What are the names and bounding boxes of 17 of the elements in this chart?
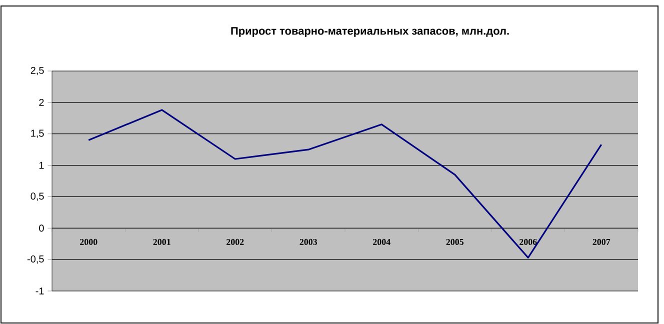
y-tick-label: 0 bbox=[39, 224, 44, 232]
x-tick-label: 2007 bbox=[592, 238, 610, 245]
y-tick-label: -0,5 bbox=[28, 255, 44, 264]
x-tick-label: 2000 bbox=[80, 238, 98, 245]
chart-title: Прирост товарно-материальных запасов, млн.дол. bbox=[231, 27, 509, 37]
x-tick-label: 2006 bbox=[520, 238, 537, 245]
x-tick-label: 2003 bbox=[300, 238, 318, 245]
x-tick-label: 2001 bbox=[153, 238, 170, 245]
x-tick-label: 2004 bbox=[373, 238, 390, 245]
y-tick-label: -1 bbox=[36, 288, 44, 294]
y-tick-label: 1,5 bbox=[31, 130, 44, 138]
x-tick-label: 2005 bbox=[446, 238, 464, 245]
y-tick-label: 0,5 bbox=[30, 192, 44, 201]
y-tick-label: 1 bbox=[39, 162, 44, 169]
x-tick-label: 2002 bbox=[226, 238, 244, 245]
y-tick-label: 2,5 bbox=[30, 66, 44, 76]
y-tick-label: 2 bbox=[39, 98, 44, 106]
